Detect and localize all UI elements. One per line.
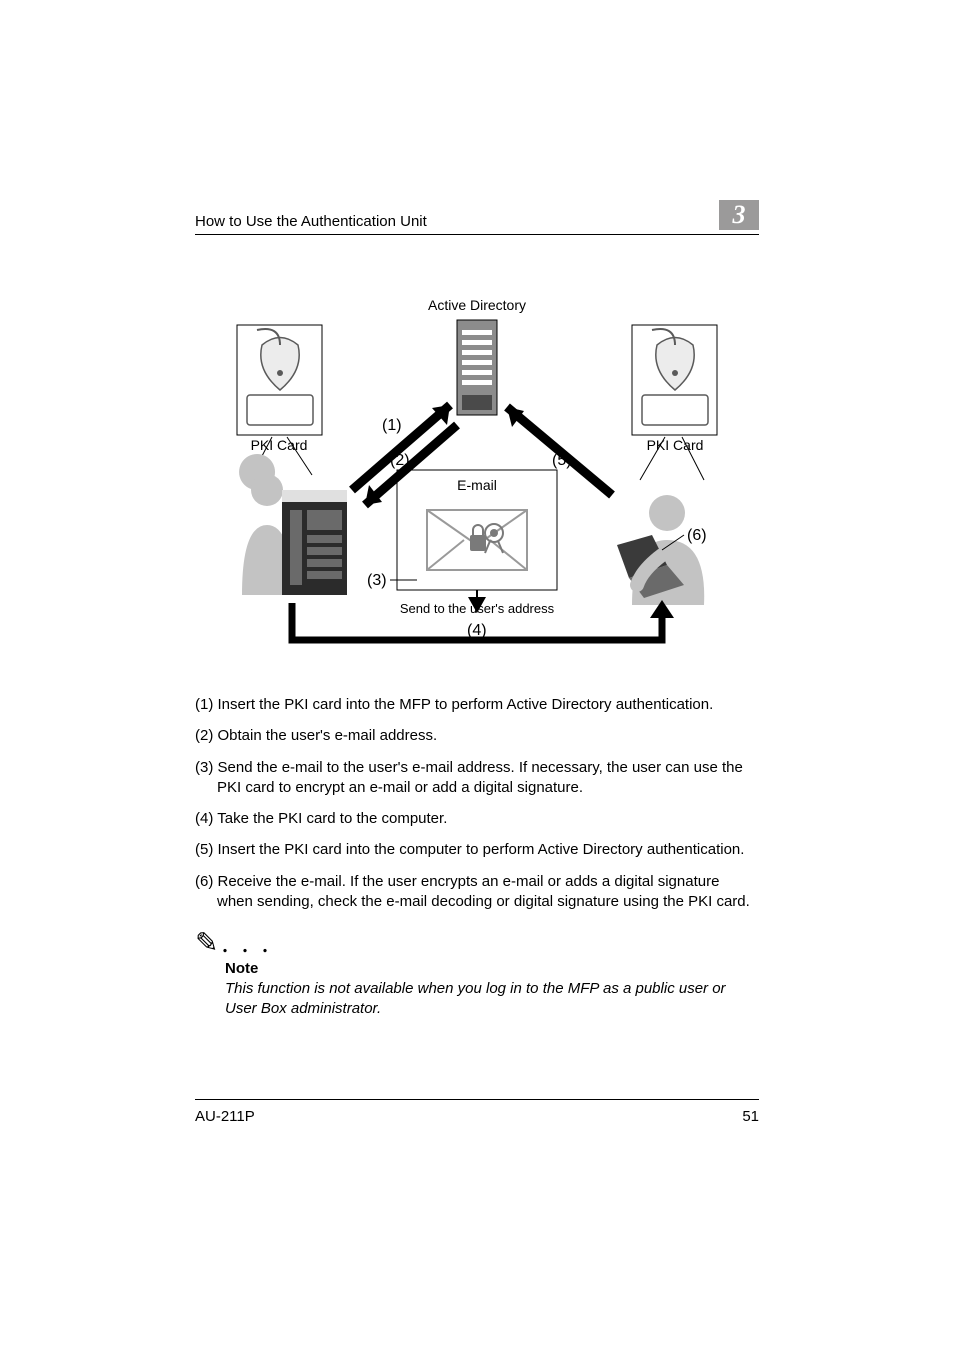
page-footer: AU-211P 51 (195, 1099, 759, 1125)
header-title: How to Use the Authentication Unit (195, 213, 427, 230)
chapter-badge: 3 (719, 200, 759, 230)
step-4: (4) Take the PKI card to the computer. (195, 809, 759, 829)
pki-reader-right-icon (632, 325, 717, 435)
label-pki-left: PKI Card (251, 437, 308, 453)
step-3: (3) Send the e-mail to the user's e-mail… (195, 758, 759, 799)
step-1: (1) Insert the PKI card into the MFP to … (195, 695, 759, 715)
footer-page-number: 51 (742, 1108, 759, 1125)
page: How to Use the Authentication Unit 3 Act… (0, 0, 954, 1350)
note-text: This function is not available when you … (225, 979, 759, 1020)
pencil-icon: ✎ (195, 928, 221, 959)
note-dots: . . . (221, 928, 271, 959)
label-active-directory: Active Directory (428, 297, 526, 313)
page-header: How to Use the Authentication Unit 3 (195, 200, 759, 235)
envelope-icon (427, 510, 527, 570)
pki-reader-left-icon (237, 325, 322, 435)
label-n4: (4) (467, 622, 487, 639)
person-laptop-icon (617, 495, 704, 605)
label-n2: (2) (390, 452, 410, 469)
auth-flow-diagram: Active Directory PKI Car (232, 295, 722, 660)
note-block: ✎. . . Note This function is not availab… (195, 930, 759, 1020)
label-email: E-mail (457, 477, 497, 493)
person-mfp-icon (239, 454, 347, 595)
step-2: (2) Obtain the user's e-mail address. (195, 726, 759, 746)
label-pki-right: PKI Card (647, 437, 704, 453)
step-6: (6) Receive the e-mail. If the user encr… (195, 872, 759, 913)
label-n5: (5) (552, 452, 572, 469)
label-n3: (3) (367, 572, 387, 589)
label-n1: (1) (382, 417, 402, 434)
label-n6: (6) (687, 527, 707, 544)
label-send-to: Send to the user's address (400, 601, 555, 616)
diagram-container: Active Directory PKI Car (232, 295, 722, 665)
footer-model: AU-211P (195, 1108, 255, 1125)
steps-list: (1) Insert the PKI card into the MFP to … (195, 695, 759, 912)
note-icon: ✎. . . (195, 930, 759, 958)
server-icon (457, 320, 497, 415)
step-5: (5) Insert the PKI card into the compute… (195, 840, 759, 860)
note-label: Note (225, 960, 759, 977)
